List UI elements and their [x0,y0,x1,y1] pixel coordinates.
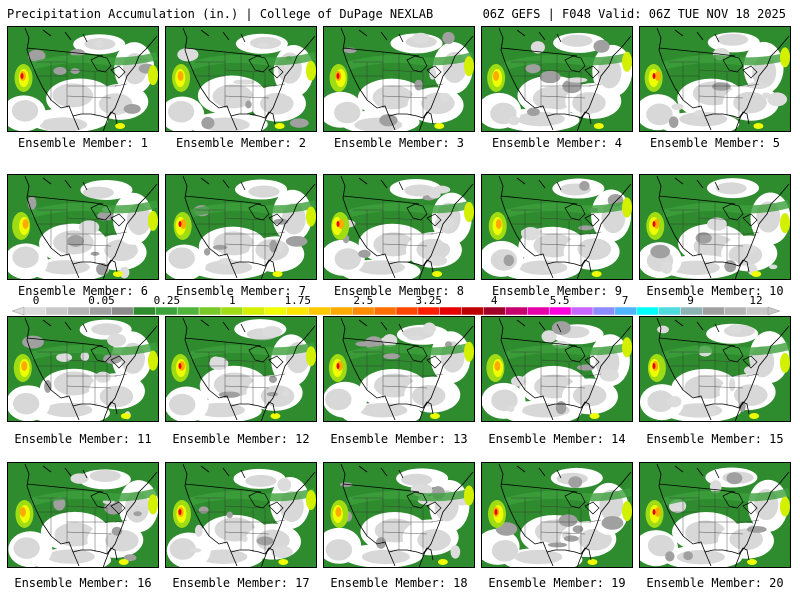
ensemble-member-label: Ensemble Member: 2 [175,136,307,150]
ensemble-member-map-8 [323,174,475,280]
ensemble-member-map-19 [481,462,633,568]
ensemble-member-label: Ensemble Member: 16 [14,576,152,590]
colorbar-swatch [680,306,703,316]
precip-colorbar: 0 0.05 0.25 1 1.75 2.5 3.25 4 5.5 7 9 12 [10,295,790,321]
ensemble-member-label: Ensemble Member: 9 [491,284,623,298]
colorbar-swatch [351,306,375,316]
colorbar-swatch [111,306,134,316]
colorbar-swatch [745,306,769,316]
colorbar-tick-label: 12 [749,295,762,307]
ensemble-member-map-1 [7,26,159,132]
colorbar-swatch [658,306,682,316]
ensemble-member-label: Ensemble Member: 10 [646,284,784,298]
ensemble-member-label: Ensemble Member: 18 [330,576,468,590]
colorbar-tick-label: 7 [622,295,629,307]
ensemble-member-map-18 [323,462,475,568]
ensemble-member-label: Ensemble Member: 7 [175,284,307,298]
ensemble-member-label: Ensemble Member: 1 [17,136,149,150]
colorbar-swatch [439,306,463,316]
colorbar-swatch [220,306,244,316]
ensemble-member-label: Ensemble Member: 20 [646,576,784,590]
ensemble-member-map-13 [323,316,475,422]
colorbar-tick-label: 1.75 [285,295,312,307]
colorbar-swatch [330,306,353,316]
colorbar-swatch [592,306,616,316]
ensemble-member-map-15 [639,316,791,422]
ensemble-member-map-4 [481,26,633,132]
ensemble-member-label: Ensemble Member: 14 [488,432,626,446]
ensemble-member-label: Ensemble Member: 8 [333,284,465,298]
ensemble-member-label: Ensemble Member: 12 [172,432,310,446]
colorbar-swatch [264,306,288,316]
colorbar-tick-label: 3.25 [415,295,442,307]
colorbar-swatch [614,306,638,316]
colorbar-swatch [548,306,572,316]
colorbar-left-arrow [11,306,25,316]
ensemble-member-map-16 [7,462,159,568]
ensemble-member-label: Ensemble Member: 13 [330,432,468,446]
ensemble-member-map-3 [323,26,475,132]
ensemble-member-map-9 [481,174,633,280]
colorbar-swatch [527,306,550,316]
ensemble-member-label: Ensemble Member: 5 [649,136,781,150]
ensemble-member-map-6 [7,174,159,280]
ensemble-member-label: Ensemble Member: 17 [172,576,310,590]
ensemble-member-map-17 [165,462,317,568]
ensemble-member-map-20 [639,462,791,568]
colorbar-swatch [505,306,528,316]
ensemble-member-label: Ensemble Member: 4 [491,136,623,150]
ensemble-member-map-10 [639,174,791,280]
ensemble-member-label: Ensemble Member: 15 [646,432,784,446]
ensemble-member-label: Ensemble Member: 11 [14,432,152,446]
colorbar-tick-label: 1 [229,295,236,307]
colorbar-swatch [198,306,222,316]
ensemble-member-label: Ensemble Member: 6 [17,284,149,298]
colorbar-swatch [242,306,266,316]
colorbar-swatch [133,306,156,316]
colorbar-swatch [570,306,594,316]
ensemble-member-map-7 [165,174,317,280]
ensemble-member-map-2 [165,26,317,132]
colorbar-swatch [373,306,397,316]
colorbar-swatch [176,306,200,316]
ensemble-member-label: Ensemble Member: 19 [488,576,626,590]
colorbar-tick-label: 9 [687,295,694,307]
colorbar-right-arrow [767,306,781,316]
colorbar-swatch [155,306,178,316]
chart-title: Precipitation Accumulation (in.) | Colle… [7,7,434,21]
colorbar-swatch [636,306,660,316]
colorbar-swatch [308,306,331,316]
colorbar-swatch [702,306,725,316]
ensemble-member-map-11 [7,316,159,422]
colorbar-swatch [67,306,91,316]
colorbar-swatch [461,306,485,316]
colorbar-tick-label: 0.05 [88,295,115,307]
colorbar-tick-label: 5.5 [550,295,570,307]
ensemble-member-map-5 [639,26,791,132]
ensemble-member-map-14 [481,316,633,422]
ensemble-member-map-12 [165,316,317,422]
colorbar-swatch [286,306,310,316]
colorbar-swatch [45,306,69,316]
colorbar-tick-label: 4 [491,295,498,307]
colorbar-tick-label: 2.5 [353,295,373,307]
colorbar-swatch [23,306,47,316]
colorbar-swatch [395,306,419,316]
colorbar-swatch [417,306,441,316]
colorbar-tick-label: 0 [33,295,40,307]
colorbar-tick-label: 0.25 [154,295,181,307]
ensemble-member-label: Ensemble Member: 3 [333,136,465,150]
model-run-info: 06Z GEFS | F048 Valid: 06Z TUE NOV 18 20… [482,7,786,21]
colorbar-swatch [89,306,113,316]
colorbar-swatch [483,306,506,316]
colorbar-swatch [723,306,747,316]
